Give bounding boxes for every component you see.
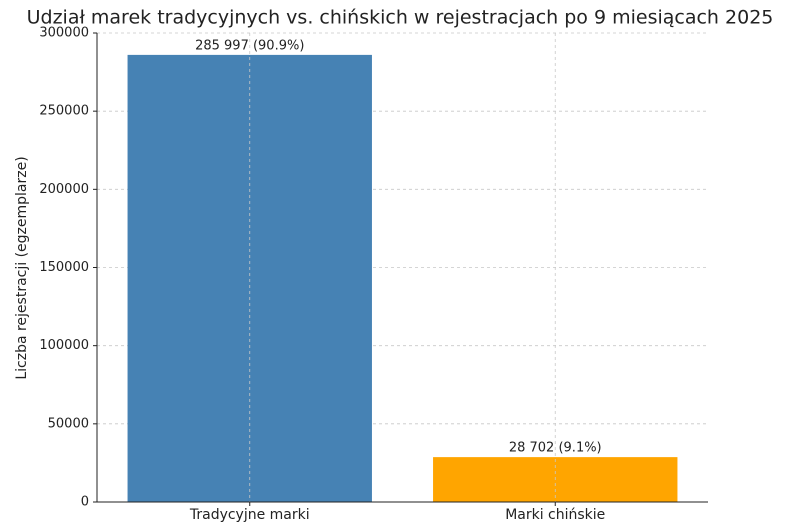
y-tick-label: 100000 [39,338,89,353]
bar [127,54,372,502]
x-tick-label: Tradycyjne marki [189,507,310,523]
y-tick-label: 50000 [48,416,89,431]
y-axis-label: Liczba rejestracji (egzemplarze) [14,156,30,379]
y-tick-label: 150000 [39,260,89,275]
chart-title: Udział marek tradycyjnych vs. chińskich … [27,7,774,29]
y-tick-label: 0 [81,495,89,510]
y-tick-label: 250000 [39,104,89,119]
y-tick-label: 200000 [39,182,89,197]
y-tick-label: 300000 [39,26,89,41]
x-tick-label: Marki chińskie [505,507,605,523]
